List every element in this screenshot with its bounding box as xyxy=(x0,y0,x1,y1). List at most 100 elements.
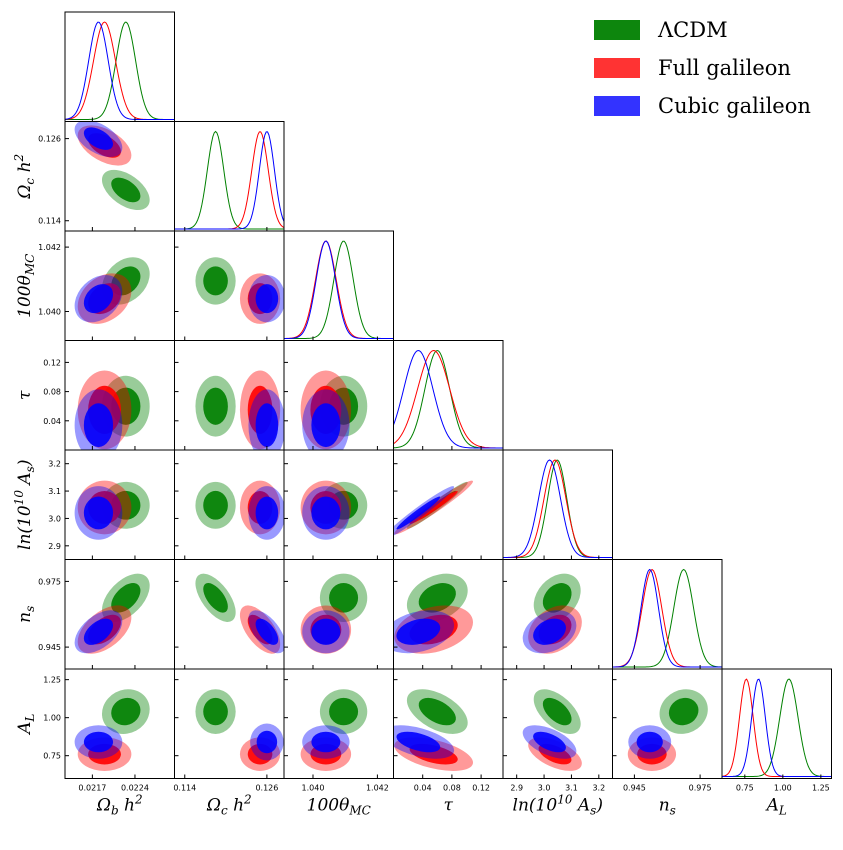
marginal-λcdm-omega_c xyxy=(174,130,284,230)
y-axis-label-omega_c: Ωc​ h2​ xyxy=(12,154,37,200)
x-tick-label-tau: 0.08 xyxy=(443,784,461,793)
y-tick-label-lnAs: 3.2 xyxy=(48,460,61,469)
contour-1sigma-λcdm-6-0 xyxy=(111,697,141,726)
contour-1sigma-cubic-galileon-4-1 xyxy=(255,496,279,530)
contour-1sigma-cubic-galileon-4-0 xyxy=(83,496,114,530)
panel-6-6 xyxy=(722,678,832,777)
contour-1sigma-λcdm-6-4 xyxy=(542,697,572,726)
y-tick-label-ns: 0.945 xyxy=(38,643,61,652)
y-tick-label-omega_c: 0.114 xyxy=(38,217,61,226)
x-tick-label-AL: 1.00 xyxy=(774,784,792,793)
x-tick-label-theta: 1.040 xyxy=(302,784,325,793)
x-axis-label-AL: AL​ xyxy=(765,796,787,818)
panel-frame-3-3 xyxy=(393,340,504,451)
contour-1sigma-λcdm-5-0 xyxy=(111,583,141,613)
legend-label-full-galileon: Full galileon xyxy=(658,56,791,80)
contour-1sigma-cubic-galileon-3-2 xyxy=(311,403,341,448)
x-axis-label-tau: τ xyxy=(444,796,454,816)
y-tick-label-AL: 1.00 xyxy=(43,714,61,723)
contour-1sigma-cubic-galileon-6-4 xyxy=(533,731,566,753)
x-tick-label-AL: 0.75 xyxy=(736,784,754,793)
legend-swatch-cubic-galileon xyxy=(594,96,640,116)
x-tick-label-ns: 0.945 xyxy=(623,784,646,793)
panel-5-4 xyxy=(522,573,582,654)
panel-3-3 xyxy=(393,349,503,449)
contour-1sigma-cubic-galileon-3-0 xyxy=(83,403,114,448)
contour-1sigma-cubic-galileon-3-1 xyxy=(255,403,279,448)
marginal-cubic-galileon-omega_b xyxy=(65,21,175,120)
y-tick-label-lnAs: 3.1 xyxy=(48,487,61,496)
marginal-λcdm-theta xyxy=(284,240,394,339)
legend-swatch-λcdm xyxy=(594,20,640,40)
panel-5-0 xyxy=(74,573,150,654)
contour-1sigma-cubic-galileon-5-4 xyxy=(533,618,566,645)
y-axis-label-ns: ns​ xyxy=(15,606,37,623)
contour-1sigma-λcdm-6-2 xyxy=(329,697,359,726)
legend-swatch-full-galileon xyxy=(594,58,640,78)
panel-2-1 xyxy=(195,257,284,324)
contour-1sigma-cubic-galileon-5-3 xyxy=(396,618,441,645)
contour-1sigma-λcdm-5-4 xyxy=(542,583,572,613)
contour-1sigma-cubic-galileon-5-0 xyxy=(83,618,114,645)
y-tick-label-theta: 1.042 xyxy=(38,243,61,252)
marginal-λcdm-AL xyxy=(722,678,832,777)
panel-frame-4-3 xyxy=(393,449,504,560)
marginal-cubic-galileon-lnAs xyxy=(503,459,613,558)
x-tick-label-omega_b: 0.0224 xyxy=(121,784,149,793)
x-tick-label-lnAs: 3.1 xyxy=(565,784,578,793)
panel-3-1 xyxy=(195,370,284,450)
y-tick-label-lnAs: 2.9 xyxy=(48,542,61,551)
marginal-cubic-galileon-theta xyxy=(284,240,394,339)
x-axis-label-omega_b: Ωb​ h2​ xyxy=(96,793,143,818)
x-axis-label-omega_c: Ωc​ h2​ xyxy=(206,793,252,818)
y-tick-label-tau: 0.12 xyxy=(43,358,61,367)
legend-label-cubic-galileon: Cubic galileon xyxy=(658,94,811,118)
y-tick-label-tau: 0.04 xyxy=(43,417,61,426)
contour-1sigma-λcdm-6-3 xyxy=(418,697,456,726)
panel-0-0 xyxy=(65,21,175,120)
contour-1sigma-cubic-galileon-2-1 xyxy=(255,284,279,314)
x-tick-label-omega_c: 0.114 xyxy=(173,784,196,793)
x-tick-label-tau: 0.04 xyxy=(414,784,432,793)
panel-5-2 xyxy=(300,573,368,654)
contour-1sigma-cubic-galileon-6-3 xyxy=(396,731,441,753)
x-axis-label-theta: 100θMC​ xyxy=(307,796,371,818)
marginal-cubic-galileon-ns xyxy=(612,568,722,668)
panel-5-3 xyxy=(393,573,473,654)
x-tick-label-ns: 0.975 xyxy=(689,784,712,793)
contour-1sigma-cubic-galileon-4-2 xyxy=(311,496,341,530)
panel-6-1 xyxy=(195,689,284,771)
contour-1sigma-full-galileon-4-3 xyxy=(409,491,458,524)
y-tick-label-ns: 0.975 xyxy=(38,577,61,586)
panel-6-0 xyxy=(74,689,150,771)
y-tick-label-theta: 1.040 xyxy=(38,308,61,317)
x-tick-label-lnAs: 3.0 xyxy=(538,784,551,793)
y-axis-label-tau: τ xyxy=(15,390,35,400)
contour-1sigma-cubic-galileon-5-2 xyxy=(311,618,341,645)
contour-1sigma-λcdm-5-1 xyxy=(203,583,228,613)
y-tick-label-AL: 0.75 xyxy=(43,752,61,761)
panel-4-2 xyxy=(300,480,368,540)
panel-4-3 xyxy=(393,480,473,540)
contour-1sigma-λcdm-1-0 xyxy=(111,177,141,203)
marginal-λcdm-ns xyxy=(612,568,722,668)
marginal-full-galileon-tau xyxy=(393,350,503,449)
contour-1sigma-cubic-galileon-6-1 xyxy=(256,730,278,754)
x-tick-label-lnAs: 2.9 xyxy=(510,784,523,793)
contour-1sigma-cubic-galileon-6-0 xyxy=(83,731,114,753)
marginal-full-galileon-AL xyxy=(722,678,832,777)
y-axis-label-AL: AL​ xyxy=(15,714,37,736)
panel-1-1 xyxy=(174,130,284,230)
panel-frame-2-2 xyxy=(283,230,394,341)
panel-1-0 xyxy=(74,121,150,211)
panel-2-0 xyxy=(74,257,150,324)
contour-1sigma-cubic-galileon-2-0 xyxy=(83,284,114,314)
y-axis-label-lnAs: ln(1010​ As​) xyxy=(12,460,37,550)
contour-1sigma-cubic-galileon-6-2 xyxy=(311,731,341,753)
marginal-λcdm-lnAs xyxy=(503,459,613,558)
contour-1sigma-cubic-galileon-5-1 xyxy=(255,618,279,645)
panel-frame-4-4 xyxy=(502,449,613,560)
marginal-λcdm-omega_b xyxy=(65,21,175,120)
panel-frame-0-0 xyxy=(64,11,175,122)
